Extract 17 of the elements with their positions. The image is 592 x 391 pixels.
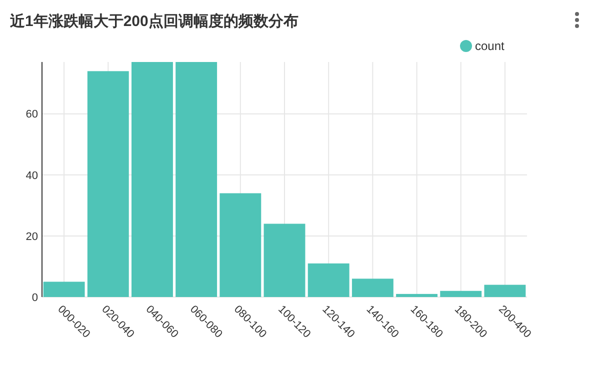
bar <box>132 62 173 297</box>
bar <box>440 290 482 297</box>
y-tick-label: 20 <box>26 230 38 243</box>
bar <box>264 224 306 297</box>
bar <box>87 71 129 297</box>
bar <box>484 284 526 297</box>
y-tick-label: 60 <box>26 108 38 121</box>
chart-title: 近1年涨跌幅大于200点回调幅度的频数分布 <box>9 12 298 30</box>
bar <box>176 62 218 297</box>
y-tick-label: 40 <box>26 170 38 182</box>
bar <box>396 294 438 297</box>
legend-label: count <box>475 39 506 54</box>
y-tick-label: 0 <box>32 292 38 304</box>
bar <box>308 263 350 297</box>
bar <box>43 282 85 297</box>
bar <box>352 278 394 297</box>
bar <box>220 193 262 297</box>
